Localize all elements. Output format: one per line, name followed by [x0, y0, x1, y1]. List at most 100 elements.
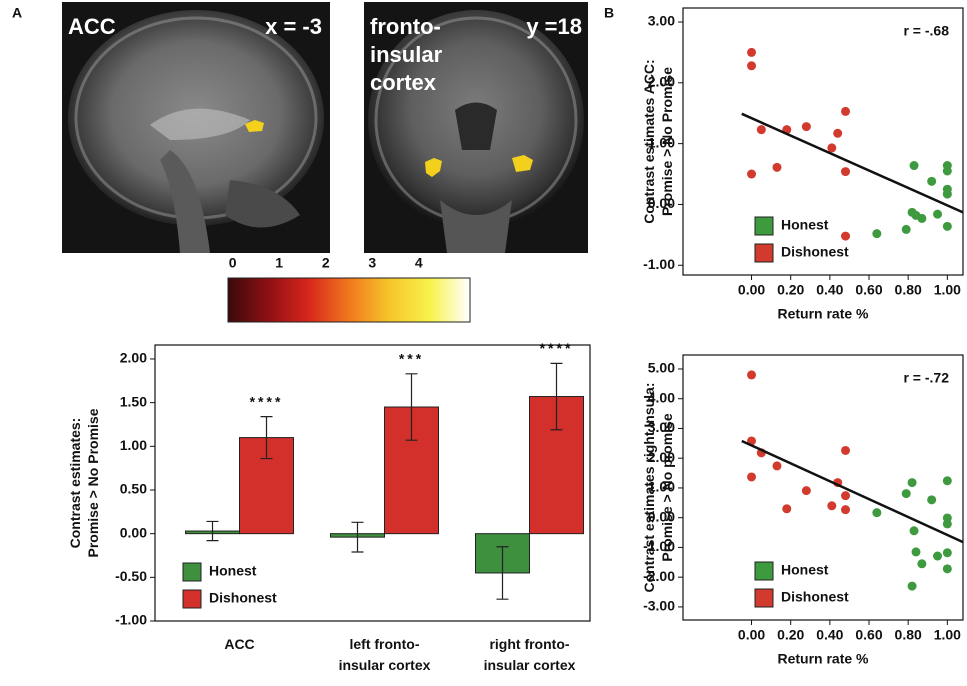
y-tick-label: 0.50 [120, 481, 147, 497]
legend-label: Honest [209, 563, 257, 579]
point [782, 504, 791, 513]
point [908, 478, 917, 487]
point [841, 167, 850, 176]
point [910, 526, 919, 535]
x-tick-label: 1.00 [934, 282, 961, 298]
point [902, 225, 911, 234]
point [943, 476, 952, 485]
legend-swatch [183, 563, 201, 581]
trendline [742, 441, 963, 542]
page: {"panels": ["A", "B"], "images": [ {"lab… [0, 0, 967, 686]
x-tick-label: 0.40 [816, 282, 843, 298]
point [772, 163, 781, 172]
image-coordinate: y =18 [526, 14, 582, 39]
colorbar-tick-label: 0 [229, 255, 237, 271]
point [943, 564, 952, 573]
point [772, 461, 781, 470]
y-axis-label: Contrast estimates:Promise > No Promise [67, 408, 101, 557]
point [802, 486, 811, 495]
x-tick-label: 0.40 [816, 627, 843, 643]
x-tick-label: right fronto-insular cortex [484, 636, 576, 673]
x-tick-label: 0.00 [738, 282, 765, 298]
point [747, 370, 756, 379]
x-tick-label: left fronto-insular cortex [339, 636, 431, 673]
x-axis-label: Return rate % [777, 651, 869, 667]
significance-label: **** [250, 393, 284, 409]
legend-swatch [755, 217, 773, 235]
y-axis-label-line: Contrast estimates: [67, 418, 83, 549]
x-axis-label: Return rate % [777, 306, 869, 322]
point [802, 122, 811, 131]
legend-label: Dishonest [781, 589, 849, 605]
y-tick-label: 3.00 [648, 13, 675, 29]
point [827, 143, 836, 152]
legend-label: Honest [781, 562, 829, 578]
point [933, 210, 942, 219]
brain-image-sagittal [62, 2, 330, 253]
figure: A B x = -3 y =18 ACCfronto-insularcortex… [0, 0, 967, 686]
y-tick-label: -0.50 [115, 568, 147, 584]
colorbar-tick-label: 1 [275, 255, 283, 271]
point [841, 446, 850, 455]
image-label-line: insular [370, 42, 443, 67]
y-axis-label-line: Promise > No Promise [659, 67, 675, 216]
plot-frame [683, 8, 963, 275]
colorbar-tick-label: 3 [368, 255, 376, 271]
colorbar-tick-label: 2 [322, 255, 330, 271]
significance-label: **** [540, 340, 574, 356]
x-tick-label: 0.20 [777, 282, 804, 298]
x-tick-label: 0.20 [777, 627, 804, 643]
y-tick-label: 1.50 [120, 393, 147, 409]
point [917, 214, 926, 223]
image-label: fronto-insularcortex [370, 14, 443, 95]
point [943, 190, 952, 199]
point [747, 170, 756, 179]
point [747, 48, 756, 57]
x-tick-label: 0.80 [895, 282, 922, 298]
x-tick-label: 1.00 [934, 627, 961, 643]
x-tick-label: 0.80 [895, 627, 922, 643]
point [902, 489, 911, 498]
point [943, 222, 952, 231]
point [872, 508, 881, 517]
point [872, 229, 881, 238]
correlation-label: r = -.68 [903, 23, 949, 39]
x-tick-label-line: left fronto- [350, 636, 420, 652]
point [841, 491, 850, 500]
point [841, 107, 850, 116]
x-tick-label-line: ACC [224, 636, 254, 652]
point [933, 552, 942, 561]
image-label-line: ACC [68, 14, 116, 39]
y-axis-label-line: Promise > No Promise [85, 408, 101, 557]
x-tick-label-line: insular cortex [339, 657, 431, 673]
point [910, 161, 919, 170]
x-tick-label-line: right fronto- [489, 636, 569, 652]
panel-label: A [12, 5, 22, 21]
point [908, 582, 917, 591]
point [927, 177, 936, 186]
colorbar-tick-label: 4 [415, 255, 423, 271]
point [757, 125, 766, 134]
point [943, 166, 952, 175]
correlation-label: r = -.72 [903, 370, 949, 386]
legend-label: Dishonest [209, 590, 277, 606]
y-tick-label: 1.00 [120, 437, 147, 453]
y-tick-label: 2.00 [120, 350, 147, 366]
legend-label: Honest [781, 217, 829, 233]
point [841, 232, 850, 241]
point [833, 129, 842, 138]
image-label-line: cortex [370, 70, 437, 95]
legend-swatch [755, 562, 773, 580]
plot-frame [155, 345, 590, 621]
point [827, 501, 836, 510]
image-label: ACC [68, 14, 116, 39]
significance-label: *** [399, 351, 424, 367]
legend-label: Dishonest [781, 244, 849, 260]
x-tick-label: 0.60 [855, 627, 882, 643]
y-tick-label: 0.00 [120, 524, 147, 540]
x-tick-label: ACC [224, 636, 254, 652]
point [927, 495, 936, 504]
point [943, 548, 952, 557]
point [747, 61, 756, 70]
x-tick-label: 0.00 [738, 627, 765, 643]
